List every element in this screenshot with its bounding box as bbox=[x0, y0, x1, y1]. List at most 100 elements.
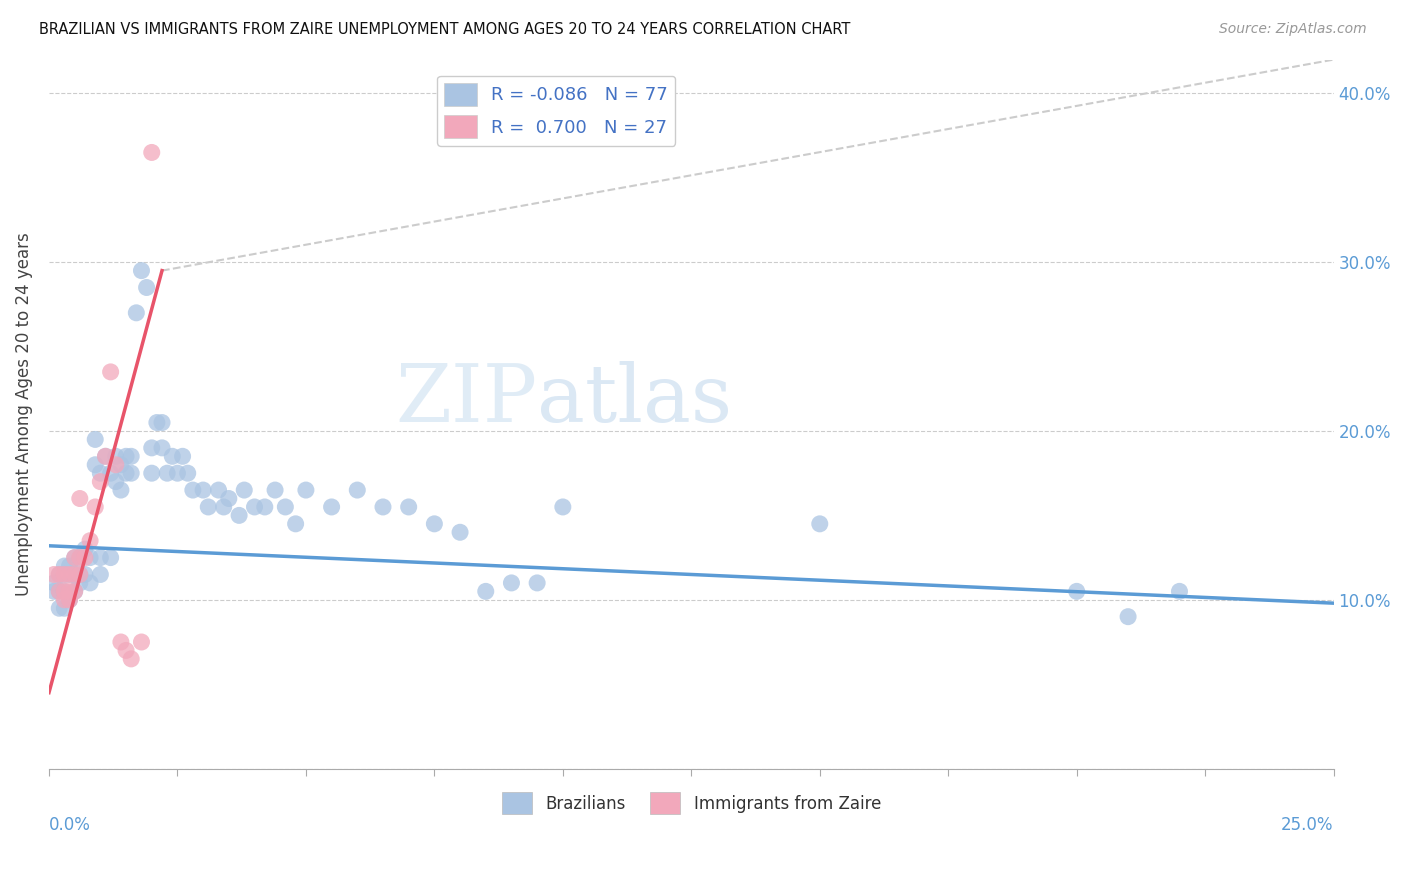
Point bbox=[284, 516, 307, 531]
Point bbox=[94, 450, 117, 464]
Point bbox=[115, 466, 138, 480]
Point bbox=[120, 450, 142, 464]
Point bbox=[110, 458, 132, 472]
Text: Source: ZipAtlas.com: Source: ZipAtlas.com bbox=[1219, 22, 1367, 37]
Point bbox=[150, 416, 173, 430]
Text: ZIP: ZIP bbox=[395, 361, 537, 439]
Point bbox=[89, 466, 111, 480]
Point bbox=[135, 280, 157, 294]
Point bbox=[264, 483, 287, 497]
Point bbox=[197, 500, 219, 514]
Point bbox=[177, 466, 200, 480]
Point bbox=[48, 567, 70, 582]
Point bbox=[321, 500, 343, 514]
Point bbox=[449, 525, 471, 540]
Point bbox=[104, 475, 127, 489]
Point bbox=[63, 567, 86, 582]
Point bbox=[69, 567, 91, 582]
Point bbox=[371, 500, 394, 514]
Point bbox=[274, 500, 297, 514]
Point bbox=[42, 575, 65, 590]
Point bbox=[110, 483, 132, 497]
Point bbox=[172, 450, 194, 464]
Point bbox=[233, 483, 256, 497]
Point bbox=[243, 500, 266, 514]
Point bbox=[84, 500, 107, 514]
Point bbox=[58, 559, 80, 574]
Point bbox=[69, 575, 91, 590]
Point bbox=[84, 458, 107, 472]
Point bbox=[53, 567, 76, 582]
Point bbox=[166, 466, 188, 480]
Point bbox=[79, 533, 101, 548]
Point bbox=[89, 475, 111, 489]
Point bbox=[474, 584, 496, 599]
Point bbox=[94, 450, 117, 464]
Point bbox=[58, 567, 80, 582]
Point bbox=[48, 601, 70, 615]
Point bbox=[79, 550, 101, 565]
Point bbox=[295, 483, 318, 497]
Point bbox=[131, 635, 153, 649]
Point bbox=[42, 584, 65, 599]
Point bbox=[218, 491, 240, 506]
Point bbox=[346, 483, 368, 497]
Point bbox=[398, 500, 420, 514]
Point bbox=[42, 567, 65, 582]
Point bbox=[53, 567, 76, 582]
Point bbox=[69, 567, 91, 582]
Text: atlas: atlas bbox=[537, 361, 733, 439]
Point bbox=[162, 450, 184, 464]
Point bbox=[104, 450, 127, 464]
Point bbox=[73, 567, 96, 582]
Point bbox=[551, 500, 574, 514]
Point bbox=[63, 550, 86, 565]
Point bbox=[191, 483, 214, 497]
Point bbox=[48, 584, 70, 599]
Point bbox=[73, 550, 96, 565]
Point bbox=[63, 550, 86, 565]
Point bbox=[63, 567, 86, 582]
Point bbox=[104, 458, 127, 472]
Point bbox=[89, 550, 111, 565]
Point bbox=[53, 592, 76, 607]
Point bbox=[253, 500, 276, 514]
Point bbox=[115, 643, 138, 657]
Point bbox=[53, 601, 76, 615]
Point bbox=[53, 559, 76, 574]
Point bbox=[100, 550, 122, 565]
Point bbox=[63, 584, 86, 599]
Point bbox=[115, 450, 138, 464]
Point bbox=[69, 550, 91, 565]
Point bbox=[125, 306, 148, 320]
Point bbox=[150, 441, 173, 455]
Point bbox=[1116, 609, 1139, 624]
Point bbox=[110, 635, 132, 649]
Point bbox=[423, 516, 446, 531]
Point bbox=[212, 500, 235, 514]
Point bbox=[156, 466, 179, 480]
Point bbox=[120, 652, 142, 666]
Point bbox=[84, 433, 107, 447]
Point bbox=[58, 584, 80, 599]
Y-axis label: Unemployment Among Ages 20 to 24 years: Unemployment Among Ages 20 to 24 years bbox=[15, 232, 32, 596]
Point bbox=[58, 592, 80, 607]
Text: 0.0%: 0.0% bbox=[49, 816, 91, 834]
Point bbox=[58, 592, 80, 607]
Text: BRAZILIAN VS IMMIGRANTS FROM ZAIRE UNEMPLOYMENT AMONG AGES 20 TO 24 YEARS CORREL: BRAZILIAN VS IMMIGRANTS FROM ZAIRE UNEMP… bbox=[39, 22, 851, 37]
Point bbox=[808, 516, 831, 531]
Point bbox=[1168, 584, 1191, 599]
Point bbox=[526, 575, 548, 590]
Point bbox=[141, 145, 163, 160]
Point bbox=[100, 466, 122, 480]
Point bbox=[89, 567, 111, 582]
Point bbox=[53, 584, 76, 599]
Point bbox=[100, 365, 122, 379]
Point bbox=[48, 584, 70, 599]
Point bbox=[53, 584, 76, 599]
Point bbox=[63, 584, 86, 599]
Point bbox=[69, 491, 91, 506]
Point bbox=[181, 483, 204, 497]
Point bbox=[58, 567, 80, 582]
Point bbox=[501, 575, 523, 590]
